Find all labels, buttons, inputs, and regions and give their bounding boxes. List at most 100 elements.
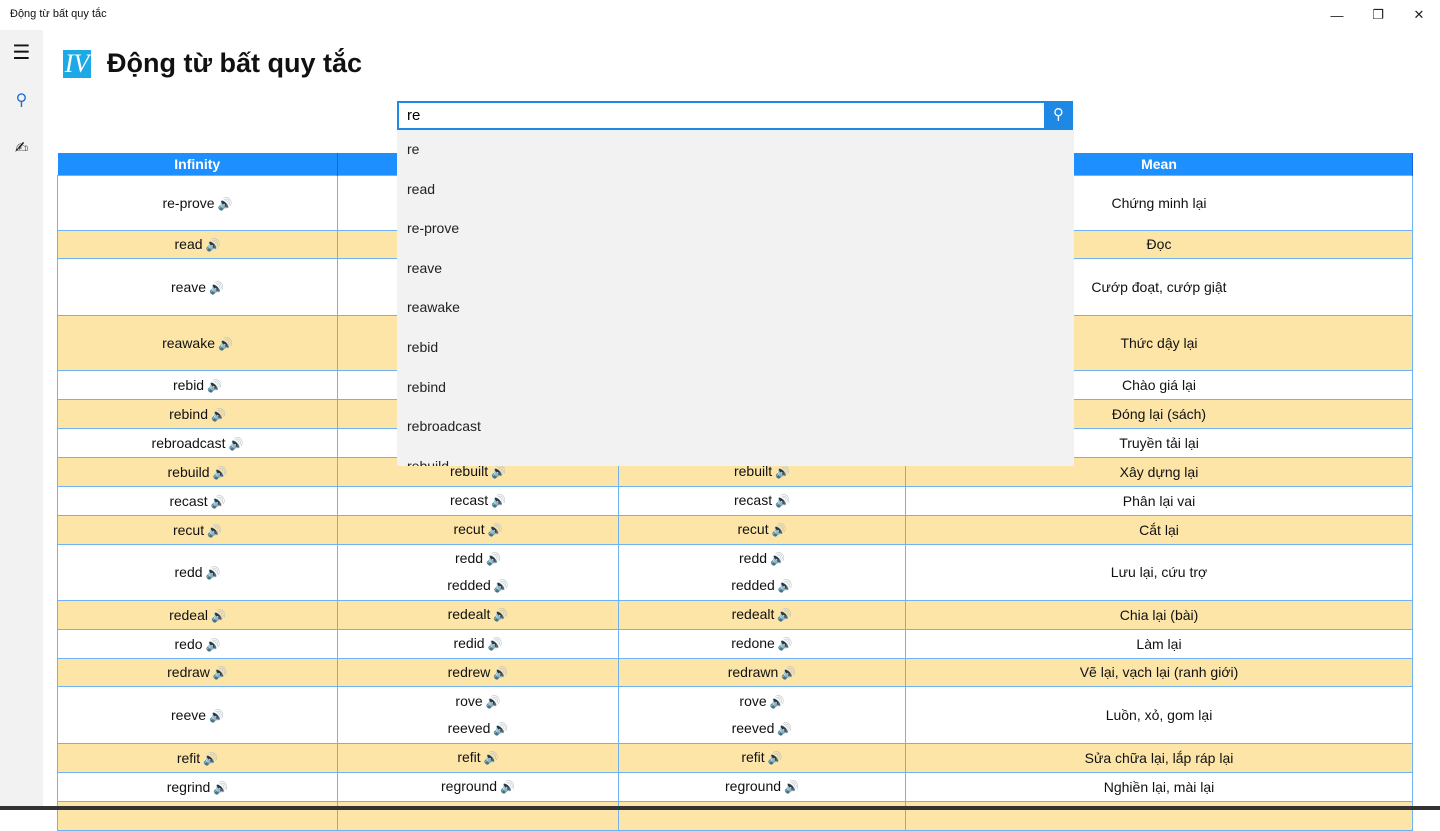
meaning-cell: Nghiền lại, mài lại (905, 771, 1413, 802)
verb-form: recast 🔊 (619, 487, 905, 514)
suggestion-item[interactable]: rebid (407, 338, 439, 355)
verb-text: redraw (167, 664, 210, 680)
suggestion-list: re read re-prove reave reawake rebid rebind reb… (397, 130, 1074, 466)
speaker-icon[interactable]: 🔊 (228, 436, 244, 451)
verb-form: recut 🔊 (619, 516, 905, 543)
search-nav-icon[interactable]: ⚲ (15, 92, 28, 109)
verb-text: redd (174, 564, 203, 580)
edit-nav-icon[interactable]: ✍ (14, 140, 29, 157)
suggestion-item[interactable]: re (407, 141, 420, 157)
suggestion-item[interactable]: rebuild (407, 457, 450, 466)
speaker-icon[interactable]: 🔊 (205, 238, 221, 252)
speaker-icon[interactable]: 🔊 (781, 665, 797, 680)
speaker-icon[interactable]: 🔊 (777, 608, 793, 622)
minimize-button[interactable]: — (1330, 7, 1344, 23)
verb-form: redealt 🔊 (338, 601, 618, 628)
hamburger-menu-icon[interactable]: ☰ (12, 42, 31, 64)
speaker-icon[interactable]: 🔊 (210, 494, 226, 509)
speaker-icon[interactable]: 🔊 (784, 780, 799, 794)
speaker-icon[interactable]: 🔊 (777, 721, 793, 736)
speaker-icon[interactable]: 🔊 (217, 196, 233, 211)
verb-text: rove (739, 692, 767, 709)
speaker-icon[interactable]: 🔊 (777, 579, 793, 593)
verb-form: redded 🔊 (619, 572, 905, 599)
table-row: regrind 🔊 reground 🔊 reground 🔊 Nghiền lại, mà… (57, 771, 1413, 802)
speaker-icon[interactable]: 🔊 (485, 694, 501, 709)
speaker-icon[interactable]: 🔊 (500, 780, 515, 794)
meaning-cell: Lưu lại, cứu trợ (905, 543, 1413, 601)
verb-text: rebuilt (733, 463, 773, 479)
verb-text: refit (176, 749, 201, 766)
table-row: recast 🔊 recast 🔊 recast 🔊 Phân lại vai (57, 485, 1413, 516)
verb-form: refit 🔊 (619, 744, 905, 771)
table-row: redeal 🔊 redealt 🔊 redealt 🔊 Chia lại (bài) (57, 599, 1413, 630)
verb-text: redid (453, 635, 485, 651)
verb-text: redeal (169, 606, 208, 623)
verb-form: redrawn 🔊 (619, 659, 905, 686)
speaker-icon[interactable]: 🔊 (212, 666, 228, 680)
app-logo: IV (63, 49, 91, 78)
speaker-icon[interactable]: 🔊 (767, 751, 783, 765)
speaker-icon[interactable]: 🔊 (209, 280, 224, 295)
speaker-icon[interactable]: 🔊 (491, 494, 507, 508)
speaker-icon[interactable]: 🔊 (487, 637, 503, 651)
suggestion-item[interactable]: rebind (407, 378, 446, 395)
verb-text: reeve (171, 706, 207, 723)
close-button[interactable]: ✕ (1413, 7, 1425, 22)
search-box[interactable]: ⚲ (397, 101, 1073, 130)
search-button[interactable]: ⚲ (1044, 101, 1073, 130)
verb-form: reground 🔊 (338, 773, 618, 800)
speaker-icon[interactable]: 🔊 (493, 608, 509, 622)
speaker-icon[interactable]: 🔊 (487, 523, 503, 537)
verb-text: re-prove (162, 194, 215, 211)
speaker-icon[interactable]: 🔊 (775, 494, 791, 508)
suggestion-item[interactable]: read (407, 180, 436, 197)
suggestion-item[interactable]: rebroadcast (407, 418, 481, 435)
speaker-icon[interactable]: 🔊 (491, 465, 507, 479)
suggestion-item[interactable]: re-prove (407, 220, 460, 237)
restore-button[interactable]: ❐ (1372, 7, 1384, 22)
speaker-icon[interactable]: 🔊 (205, 566, 221, 580)
speaker-icon[interactable]: 🔊 (486, 552, 501, 566)
speaker-icon[interactable]: 🔊 (203, 751, 219, 766)
verb-text: redd (455, 550, 484, 566)
speaker-icon[interactable]: 🔊 (210, 407, 226, 422)
speaker-icon[interactable]: 🔊 (210, 608, 226, 623)
speaker-icon[interactable]: 🔊 (483, 751, 499, 765)
speaker-icon[interactable]: 🔊 (205, 637, 221, 652)
speaker-icon[interactable]: 🔊 (493, 665, 509, 680)
verb-text: reawake (162, 334, 215, 351)
verb-text: recast (733, 492, 773, 508)
speaker-icon[interactable]: 🔊 (209, 708, 224, 723)
speaker-icon[interactable]: 🔊 (777, 637, 793, 651)
speaker-icon[interactable]: 🔊 (775, 465, 791, 479)
speaker-icon[interactable]: 🔊 (770, 552, 785, 566)
speaker-icon[interactable]: 🔊 (207, 523, 223, 538)
speaker-icon[interactable]: 🔊 (213, 780, 229, 795)
suggestion-item[interactable]: reawake (407, 299, 460, 316)
verb-form: rove 🔊 (619, 688, 905, 715)
verb-text: redded (731, 577, 775, 593)
speaker-icon[interactable]: 🔊 (771, 523, 787, 537)
speaker-icon[interactable]: 🔊 (493, 721, 509, 736)
verb-text: recast (169, 492, 208, 509)
verb-text: redrew (447, 663, 491, 680)
speaker-icon[interactable]: 🔊 (207, 378, 223, 393)
meaning-cell: Sửa chữa lại, lắp ráp lại (905, 742, 1413, 773)
verb-form: rebuilt 🔊 (338, 458, 618, 485)
verb-text: recut (453, 521, 485, 537)
speaker-icon[interactable]: 🔊 (217, 336, 233, 351)
meaning-cell: Cắt lại (905, 514, 1413, 545)
suggestion-item[interactable]: reave (407, 259, 443, 276)
speaker-icon[interactable]: 🔊 (493, 579, 509, 593)
verb-text: redo (174, 635, 203, 652)
verb-form: rebuilt 🔊 (619, 458, 905, 485)
search-input[interactable] (399, 103, 1039, 128)
verb-text: refit (741, 749, 765, 765)
speaker-icon[interactable]: 🔊 (769, 694, 785, 709)
verb-form: redealt 🔊 (619, 601, 905, 628)
table-row: redraw 🔊 redrew 🔊 redrawn 🔊 Vẽ lại, vạch lại (… (57, 657, 1413, 687)
verb-text: reeved (447, 719, 491, 736)
speaker-icon[interactable]: 🔊 (212, 465, 228, 480)
verb-text: reground (725, 778, 782, 794)
